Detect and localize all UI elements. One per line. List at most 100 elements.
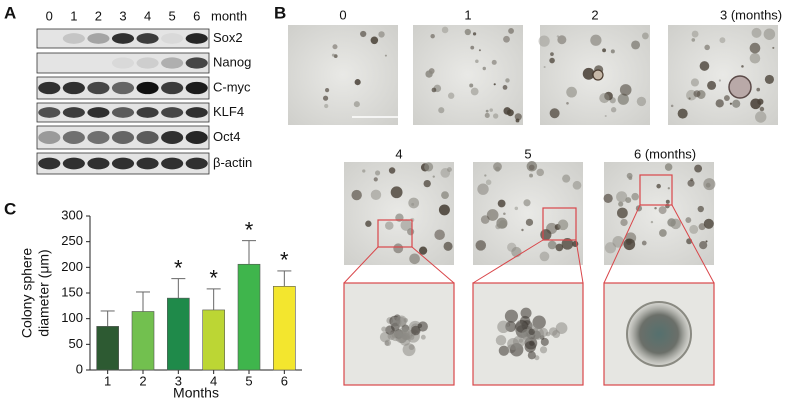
cell-cluster: [763, 28, 776, 40]
cell-cluster: [493, 83, 496, 86]
micrograph: [413, 25, 523, 125]
cell-cluster: [557, 219, 569, 231]
cell-cluster: [508, 28, 514, 34]
x-axis-title: Months: [173, 385, 219, 401]
cell-cluster: [619, 84, 632, 96]
cell-cluster: [470, 45, 475, 50]
cell-cluster: [440, 168, 451, 178]
cell-cluster: [667, 187, 670, 190]
cell-cluster: [667, 218, 676, 227]
blot-band: [136, 81, 159, 95]
cell-cluster: [620, 218, 628, 227]
cell-cluster: [547, 240, 557, 250]
cell-cluster: [505, 78, 510, 83]
cell-cluster: [441, 191, 449, 200]
column-label: 6: [193, 8, 200, 23]
image-label: 6 (months): [634, 146, 696, 161]
cell-cluster: [699, 61, 710, 71]
micrograph: [668, 25, 778, 125]
zoom-connector: [575, 239, 584, 284]
cell-zoom: [402, 343, 416, 357]
cell-cluster: [491, 59, 497, 65]
row-label: Nanog: [213, 54, 251, 69]
cell-cluster: [332, 44, 338, 50]
cell-cluster: [756, 87, 761, 92]
cell-cluster: [562, 174, 571, 183]
blot-band: [62, 81, 85, 95]
image-label: 4: [395, 146, 402, 161]
cell-cluster: [523, 199, 531, 207]
blot-band: [111, 131, 135, 144]
blot-band: [62, 131, 85, 144]
cell-zoom: [520, 307, 532, 319]
cell-cluster: [400, 219, 412, 231]
cell-cluster: [370, 36, 379, 45]
cell-cluster: [484, 174, 487, 177]
cell-cluster: [550, 52, 554, 56]
cell-cluster: [698, 223, 706, 231]
x-tick-label: 2: [139, 373, 146, 388]
cell-cluster: [751, 27, 762, 38]
blot-band: [87, 107, 110, 118]
blot-band: [111, 33, 135, 44]
micrograph: [473, 161, 583, 265]
cell-cluster: [423, 179, 431, 188]
blot-band: [185, 57, 208, 69]
cell-cluster: [665, 199, 670, 204]
cell-cluster: [475, 59, 479, 64]
cell-cluster: [677, 108, 688, 119]
y-tick-label: 150: [61, 284, 83, 299]
blot-band: [87, 33, 110, 44]
cell-cluster: [325, 88, 330, 93]
cell-cluster: [447, 167, 452, 173]
cell-cluster: [503, 35, 510, 43]
blot-band: [185, 33, 208, 44]
cell-zoom: [417, 323, 423, 329]
cell-cluster: [610, 107, 617, 113]
cell-cluster: [480, 215, 490, 224]
cell-cluster: [723, 95, 730, 102]
cell-cluster: [351, 189, 362, 201]
cell-cluster: [704, 44, 710, 51]
cell-cluster: [772, 46, 775, 49]
cell-cluster: [690, 78, 700, 87]
sphere: [592, 69, 604, 81]
cell-cluster: [641, 32, 649, 40]
cell-cluster: [755, 111, 767, 123]
cell-cluster: [482, 66, 486, 71]
cell-cluster: [469, 83, 474, 88]
y-tick-label: 250: [61, 233, 83, 248]
cell-cluster: [546, 222, 558, 235]
x-tick-label: 5: [245, 373, 252, 388]
blot-band: [38, 81, 61, 95]
cell-cluster: [378, 31, 385, 38]
cell-cluster: [472, 32, 477, 36]
row-label: KLF4: [213, 104, 244, 119]
blot-band: [111, 81, 135, 95]
cell-cluster: [664, 163, 673, 171]
blot-strip: [36, 52, 210, 74]
blot-band: [136, 33, 159, 44]
zoom-connector: [472, 239, 544, 284]
blot-band: [185, 157, 208, 170]
cell-cluster: [654, 206, 657, 210]
y-tick-label: 50: [69, 336, 83, 351]
cell-cluster: [603, 193, 613, 203]
cell-cluster: [393, 243, 404, 254]
cell-cluster: [443, 241, 453, 251]
cell-cluster: [411, 202, 415, 206]
cell-zoom: [540, 337, 549, 346]
cell-cluster: [478, 49, 481, 52]
cell-zoom: [403, 318, 409, 323]
y-tick-label: 0: [76, 361, 83, 376]
cell-cluster: [360, 30, 367, 38]
cell-zoom: [384, 340, 390, 346]
cell-cluster: [409, 253, 420, 265]
cell-cluster: [464, 28, 471, 36]
cell-cluster: [521, 228, 524, 232]
cell-cluster: [729, 102, 733, 105]
significance-marker: *: [209, 266, 218, 291]
cell-cluster: [750, 98, 761, 110]
cell-cluster: [715, 99, 724, 108]
cell-cluster: [636, 96, 647, 107]
